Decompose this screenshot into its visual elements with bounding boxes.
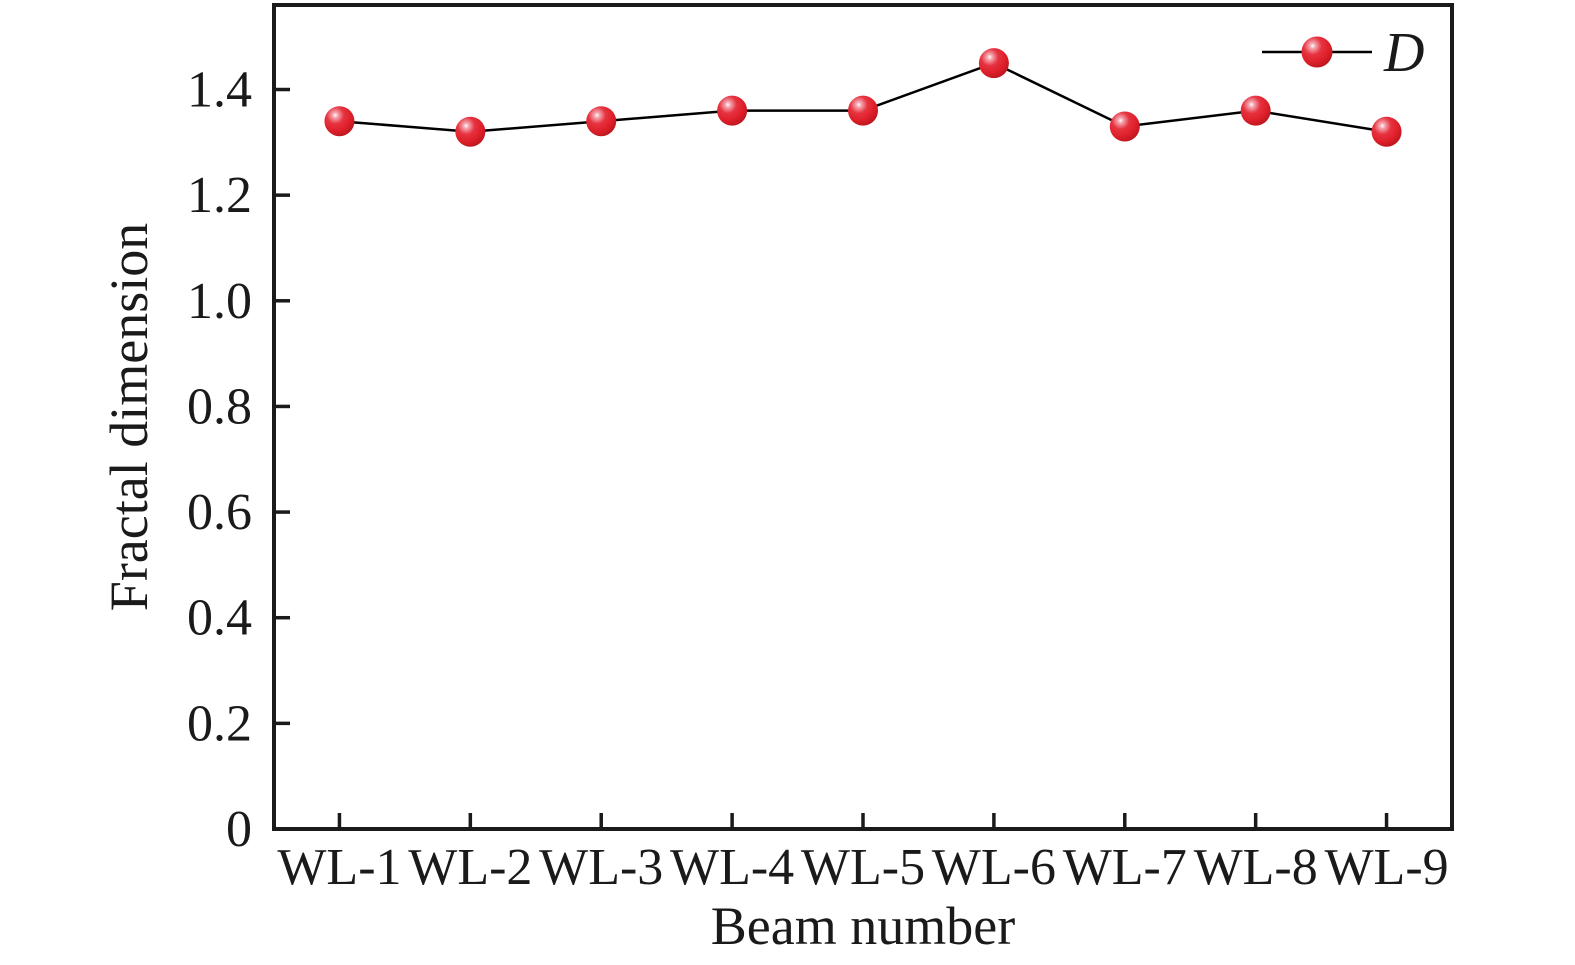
- y-tick-label: 0: [226, 801, 252, 858]
- x-tick-label-wl-6: WL-6: [932, 839, 1056, 896]
- x-tick-label-wl-3: WL-3: [539, 839, 663, 896]
- data-point-wl-4: [717, 95, 748, 126]
- x-tick-label-wl-1: WL-1: [277, 839, 401, 896]
- y-axis-ticks: 0 0.2 0.4 0.6 0.8 1.0 1.2 1.4: [187, 62, 290, 858]
- plot-area: [272, 3, 1454, 831]
- y-tick-label: 1.2: [187, 167, 252, 224]
- x-tick-label-wl-5: WL-5: [801, 839, 925, 896]
- y-axis-title: Fractal dimension: [99, 223, 159, 611]
- data-point-wl-6: [978, 48, 1009, 79]
- data-point-wl-9: [1371, 116, 1402, 147]
- x-axis-ticks: WL-1 WL-2 WL-3 WL-4 WL-5 WL-6 WL-7 WL-8 WL-9: [277, 813, 1449, 896]
- y-tick-label: 0.2: [187, 695, 252, 752]
- data-point-wl-3: [586, 106, 617, 137]
- y-tick-label: 1.4: [187, 62, 252, 119]
- x-tick-label-wl-4: WL-4: [670, 839, 794, 896]
- data-point-wl-5: [848, 95, 878, 126]
- legend-label: D: [1383, 22, 1424, 84]
- x-tick-label-wl-7: WL-7: [1063, 839, 1187, 896]
- data-point-wl-1: [324, 106, 355, 137]
- x-tick-label-wl-2: WL-2: [408, 839, 532, 896]
- data-point-wl-7: [1109, 111, 1140, 142]
- data-point-wl-2: [455, 116, 486, 147]
- y-tick-label: 1.0: [187, 273, 252, 330]
- legend-marker: [1301, 36, 1333, 68]
- y-tick-label: 0.8: [187, 378, 252, 435]
- data-point-wl-8: [1240, 95, 1271, 126]
- y-tick-label: 0.6: [187, 484, 252, 541]
- data-points: [324, 48, 1402, 147]
- x-axis-title: Beam number: [711, 896, 1015, 956]
- y-tick-label: 0.4: [187, 590, 252, 647]
- x-tick-label-wl-9: WL-9: [1324, 839, 1448, 896]
- legend: D: [1262, 22, 1424, 84]
- x-tick-label-wl-8: WL-8: [1194, 839, 1318, 896]
